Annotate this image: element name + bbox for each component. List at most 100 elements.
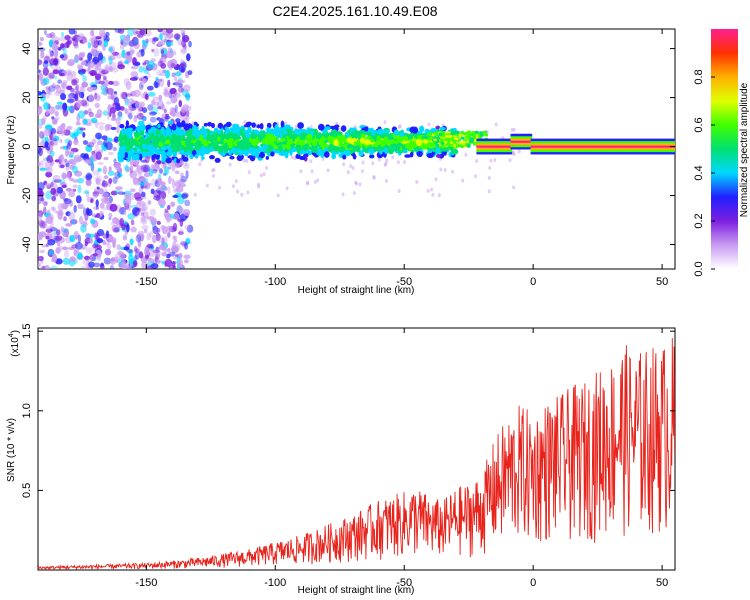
heat-cell (124, 93, 133, 97)
heat-cell (92, 253, 98, 257)
heat-cell (460, 136, 465, 140)
heat-cell (434, 177, 438, 182)
heat-cell (178, 99, 183, 108)
heat-cell (187, 70, 193, 76)
heat-cell (72, 179, 79, 183)
heat-cell (134, 101, 143, 109)
heat-cell (62, 232, 67, 237)
heat-cell (419, 125, 425, 133)
heat-cell (355, 145, 361, 153)
heat-cell (460, 144, 465, 148)
heat-cell (126, 224, 130, 233)
heat-cell (114, 29, 123, 33)
heat-cell (167, 204, 171, 211)
heat-cell (273, 149, 280, 154)
heat-cell (416, 150, 423, 158)
heat-cell (274, 124, 279, 131)
heat-cell (96, 95, 101, 101)
heat-cell (99, 202, 105, 209)
heat-cell (160, 62, 167, 69)
heat-cell (163, 236, 168, 245)
heat-cell (143, 172, 151, 178)
heat-cell (148, 257, 155, 264)
heat-cell (97, 167, 102, 172)
heat-cell (139, 129, 145, 136)
heat-cell (123, 52, 132, 61)
heat-cell (38, 142, 41, 146)
heat-cell (80, 224, 87, 233)
heat-cell (156, 79, 160, 83)
heat-cell (144, 93, 149, 100)
heat-cell (455, 144, 460, 148)
heat-cell (202, 132, 207, 140)
heat-cell (95, 206, 99, 210)
heat-cell (136, 200, 142, 205)
heat-cell (75, 249, 80, 254)
heat-cell (173, 158, 178, 163)
heat-cell (259, 151, 265, 159)
heat-cell (285, 186, 289, 191)
heat-cell (291, 133, 298, 139)
heat-cell (163, 248, 169, 253)
heat-cell (91, 213, 96, 217)
heat-cell (78, 91, 85, 99)
heat-cell (40, 197, 45, 202)
heat-cell (458, 141, 463, 146)
heat-cell (231, 147, 238, 154)
heat-cell (227, 139, 231, 147)
heat-cell (124, 166, 132, 173)
heat-cell (351, 166, 355, 171)
heat-cell (63, 249, 70, 259)
heat-cell (119, 190, 123, 196)
heat-cell (90, 29, 95, 37)
heat-cell (376, 145, 381, 153)
heat-cell (188, 128, 193, 134)
heat-cell (117, 111, 123, 117)
heat-cell (103, 257, 112, 265)
heat-cell (171, 137, 178, 144)
heat-cell (310, 169, 314, 174)
heat-cell (181, 151, 188, 156)
x-tick-label: -100 (264, 577, 286, 589)
heat-cell (474, 174, 478, 179)
heat-cell (672, 140, 675, 144)
heat-cell (123, 211, 127, 216)
heat-cell (184, 242, 189, 250)
heat-cell (87, 141, 95, 148)
heat-cell (299, 155, 306, 161)
heat-cell (474, 130, 479, 134)
heat-cell (108, 80, 114, 85)
heat-cell (78, 215, 84, 225)
heat-cell (95, 177, 101, 186)
heat-cell (44, 54, 50, 62)
heat-cell (165, 113, 170, 118)
heat-cell (672, 149, 675, 153)
heat-cell (132, 57, 137, 66)
heat-cell (85, 178, 92, 187)
heat-cell (170, 63, 176, 68)
heat-cell (94, 73, 102, 80)
heat-cell (89, 237, 94, 244)
heat-cell (72, 188, 77, 192)
heat-cell (51, 206, 56, 212)
heat-cell (135, 132, 140, 138)
heat-cell (279, 151, 286, 156)
heat-cell (311, 139, 318, 147)
heat-cell (462, 140, 467, 144)
heat-cell (198, 162, 202, 167)
heat-cell (102, 110, 109, 116)
heat-cell (84, 159, 91, 164)
heat-cell (109, 106, 117, 114)
heat-cell (266, 127, 271, 132)
heat-cell (342, 143, 348, 148)
heat-cell (404, 154, 412, 158)
heat-cell (508, 149, 513, 153)
heat-cell (471, 131, 476, 135)
heat-cell (43, 102, 50, 110)
heat-cell (123, 246, 130, 251)
heat-cell (44, 161, 53, 170)
heat-cell (45, 215, 54, 224)
heat-cell (188, 135, 195, 140)
heat-cell (42, 67, 49, 76)
heat-cell (165, 101, 172, 105)
